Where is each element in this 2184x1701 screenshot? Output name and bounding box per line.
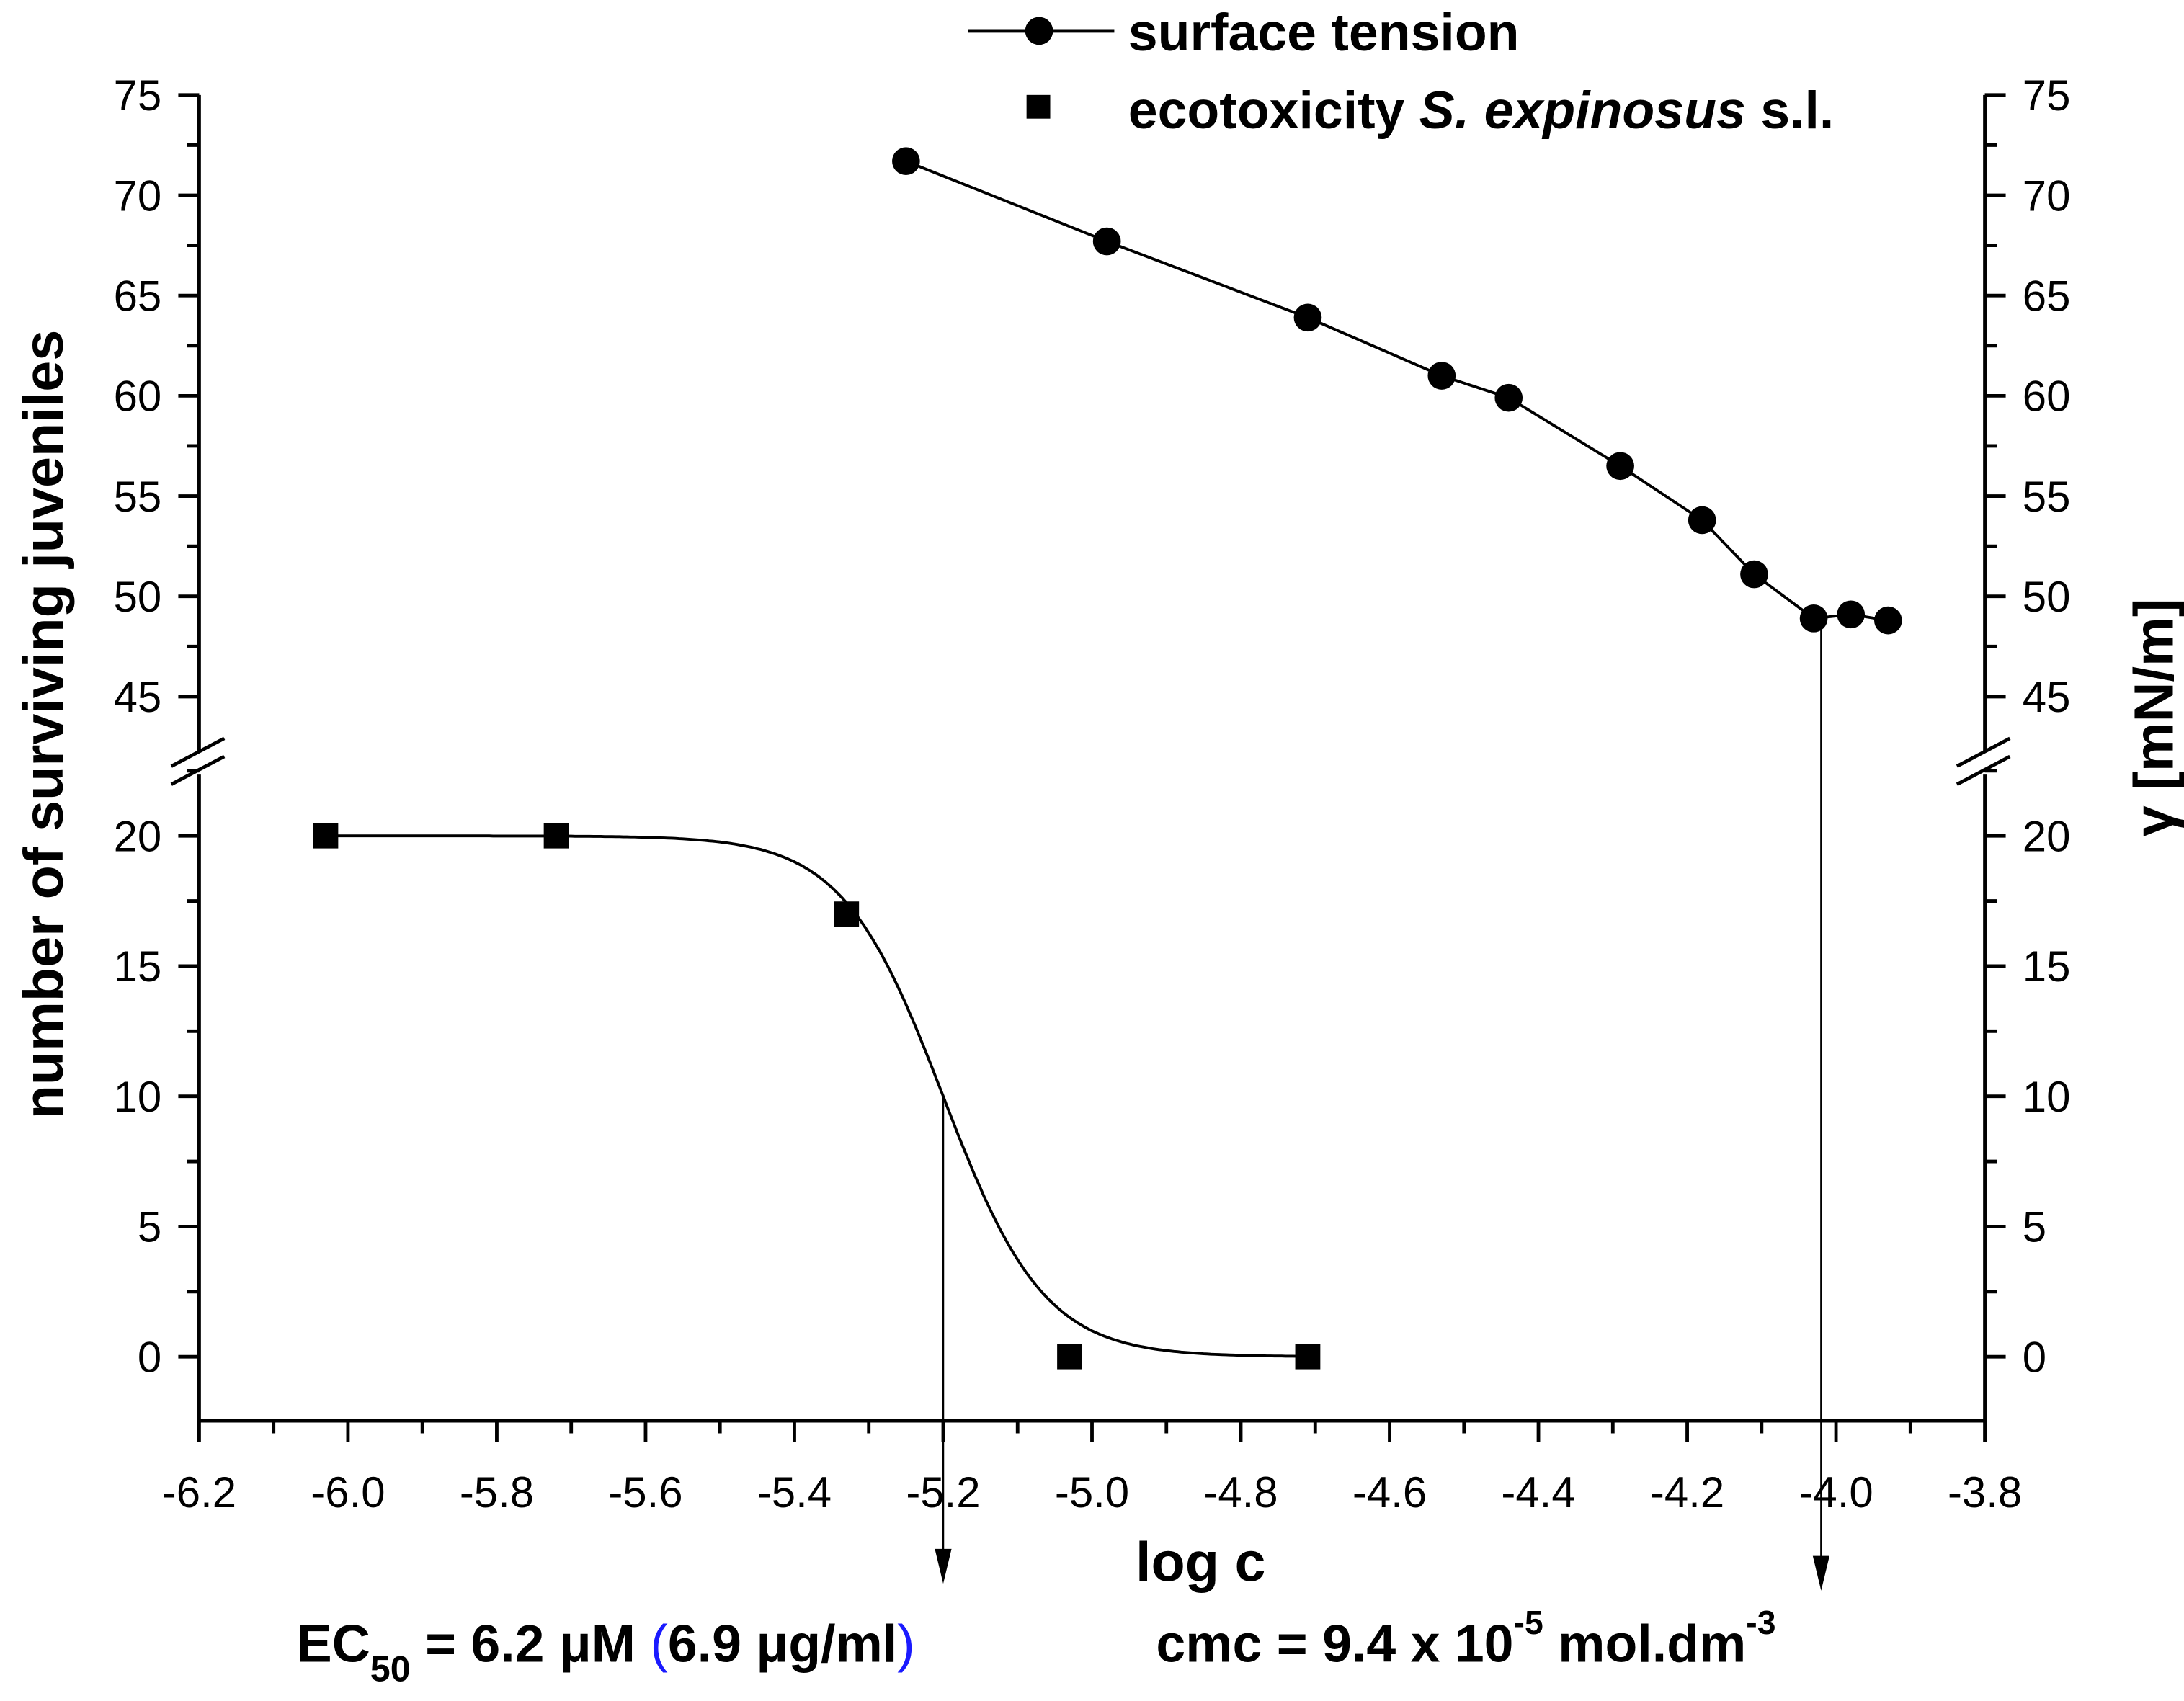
axes: -6.2 -6.0 -5.8 -5.6 -5.4 -5.2 -5.0 -4.8 -4.6 -4.4… xyxy=(114,71,2071,1517)
surface-tension-point xyxy=(1092,227,1121,256)
surface-tension-point xyxy=(1688,506,1716,535)
ec50-subscript: 50 xyxy=(370,1649,411,1689)
cmc-unit: mol.dm xyxy=(1543,1614,1747,1673)
cmc-value: cmc = 9.4 x 10 xyxy=(1156,1614,1513,1673)
cmc-exponent: -5 xyxy=(1514,1604,1543,1641)
x-tick-label: -6.2 xyxy=(162,1468,236,1517)
y-tick-label-right: 0 xyxy=(2023,1333,2046,1381)
y-axis-label-left: number of surviving juveniles xyxy=(13,330,75,1120)
y-tick-label-left: 0 xyxy=(138,1333,161,1381)
paren-close: ) xyxy=(897,1614,914,1673)
x-tick-label: -5.8 xyxy=(460,1468,534,1517)
y-tick-label-left: 55 xyxy=(114,473,162,521)
y-tick-label-right: 10 xyxy=(2023,1073,2071,1121)
y-tick-label-right: 55 xyxy=(2023,473,2071,521)
ec50-annotation: EC50 = 6.2 μM (6.9 μg/ml) xyxy=(297,1614,915,1689)
legend-text-italic: S. expinosus xyxy=(1419,81,1746,140)
surface-tension-point xyxy=(1799,604,1828,633)
y-tick-label-right: 75 xyxy=(2023,71,2071,120)
x-tick-label: -4.0 xyxy=(1799,1468,1873,1517)
y-tick-label-right: 15 xyxy=(2023,942,2071,991)
ec50-arrowhead xyxy=(935,1548,952,1584)
ecotoxicity-point xyxy=(313,823,339,849)
ecotoxicity-point xyxy=(834,901,860,927)
surface-tension-line xyxy=(905,159,1889,622)
y-tick-label-left: 65 xyxy=(114,272,162,320)
y-tick-label-left: 70 xyxy=(114,171,162,220)
y-tick-label-right: 45 xyxy=(2023,673,2071,721)
y-tick-label-left: 15 xyxy=(114,942,162,991)
surface-tension-point xyxy=(892,147,920,176)
surface-tension-point xyxy=(1740,560,1768,589)
y-tick-label-right: 5 xyxy=(2023,1203,2046,1251)
y-tick-label-left: 20 xyxy=(114,812,162,860)
paren-open: ( xyxy=(650,1614,668,1673)
cmc-arrowhead xyxy=(1812,1555,1830,1591)
ec50-value: = 6.2 μM xyxy=(411,1614,651,1673)
y-tick-label-right: 20 xyxy=(2023,812,2071,860)
x-tick-label: -3.8 xyxy=(1948,1468,2022,1517)
legend-label-ecotoxicity: ecotoxicity S. expinosus s.l. xyxy=(1128,81,1835,140)
cmc-unit-exponent: -3 xyxy=(1746,1604,1775,1641)
surface-tension-point xyxy=(1427,362,1456,390)
ecotoxicity-fit-curve xyxy=(325,834,1308,1358)
x-tick-label: -4.2 xyxy=(1650,1468,1724,1517)
marks xyxy=(313,147,1902,1591)
x-tick-label: -5.4 xyxy=(757,1468,832,1517)
y-tick-label-left: 5 xyxy=(138,1203,161,1251)
y-tick-label-left: 60 xyxy=(114,372,162,421)
legend-text: s.l. xyxy=(1746,81,1834,140)
legend-marker-square xyxy=(1026,94,1051,119)
axis-break-mark xyxy=(1956,754,2011,786)
x-tick-label: -5.6 xyxy=(608,1468,682,1517)
surface-tension-point xyxy=(1494,383,1523,412)
y-tick-label-left: 10 xyxy=(114,1073,162,1121)
y-tick-label-right: 65 xyxy=(2023,272,2071,320)
ec50-label: EC xyxy=(297,1614,370,1673)
y-tick-label-left: 50 xyxy=(114,573,162,621)
y-tick-label-left: 45 xyxy=(114,673,162,721)
y-axis-label-right: γ [mN/m] xyxy=(2123,599,2184,837)
axis-break-mark xyxy=(170,736,226,768)
y-tick-label-right: 50 xyxy=(2023,573,2071,621)
x-tick-label: -4.6 xyxy=(1352,1468,1427,1517)
y-tick-label-left: 75 xyxy=(114,71,162,120)
legend-label-surface-tension: surface tension xyxy=(1128,3,1520,62)
axis-break-mark xyxy=(1956,736,2011,768)
surface-tension-point xyxy=(1293,303,1322,332)
ecotoxicity-point xyxy=(1295,1344,1321,1370)
surface-tension-point xyxy=(1606,452,1634,481)
x-tick-label: -5.0 xyxy=(1055,1468,1129,1517)
y-tick-label-right: 70 xyxy=(2023,171,2071,220)
surface-tension-point xyxy=(1837,600,1866,629)
legend-marker-circle xyxy=(1025,17,1053,45)
legend-text: ecotoxicity xyxy=(1128,81,1419,140)
ec50-mass-value: 6.9 μg/ml xyxy=(668,1614,897,1673)
legend: surface tension ecotoxicity S. expinosus… xyxy=(968,3,1834,140)
cmc-annotation: cmc = 9.4 x 10-5 mol.dm-3 xyxy=(1156,1604,1775,1674)
x-tick-label: -4.8 xyxy=(1203,1468,1278,1517)
ecotoxicity-point xyxy=(1057,1344,1082,1370)
x-tick-label: -6.0 xyxy=(311,1468,385,1517)
x-tick-label: -4.4 xyxy=(1501,1468,1575,1517)
y-tick-label-right: 60 xyxy=(2023,372,2071,421)
x-axis-label: log c xyxy=(1136,1531,1265,1593)
surface-tension-point xyxy=(1874,606,1902,635)
ecotoxicity-point xyxy=(543,823,569,849)
